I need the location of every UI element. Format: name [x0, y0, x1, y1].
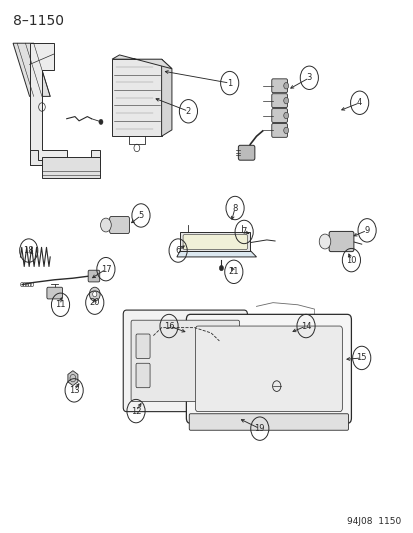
- FancyBboxPatch shape: [328, 231, 353, 252]
- Circle shape: [99, 119, 103, 125]
- Circle shape: [100, 218, 111, 232]
- Text: 4: 4: [356, 98, 361, 107]
- Text: 17: 17: [100, 265, 111, 273]
- Text: 3: 3: [306, 73, 311, 82]
- Polygon shape: [176, 251, 256, 257]
- Text: 12: 12: [131, 407, 141, 416]
- Circle shape: [283, 112, 288, 119]
- Text: 8: 8: [232, 204, 237, 213]
- Polygon shape: [180, 232, 250, 251]
- Text: 94J08  1150: 94J08 1150: [346, 517, 400, 526]
- FancyBboxPatch shape: [271, 94, 287, 108]
- FancyBboxPatch shape: [186, 314, 351, 423]
- Polygon shape: [161, 59, 171, 136]
- Text: 9: 9: [363, 226, 369, 235]
- FancyBboxPatch shape: [271, 79, 287, 93]
- Text: 2: 2: [185, 107, 190, 116]
- FancyBboxPatch shape: [195, 326, 342, 411]
- Text: 11: 11: [55, 300, 66, 309]
- FancyBboxPatch shape: [131, 320, 239, 401]
- Text: 13: 13: [69, 386, 79, 395]
- FancyBboxPatch shape: [136, 364, 150, 387]
- Text: 14: 14: [300, 321, 311, 330]
- Text: 6: 6: [175, 246, 180, 255]
- Text: 7: 7: [241, 228, 246, 237]
- Polygon shape: [29, 150, 100, 165]
- Text: 5: 5: [138, 211, 143, 220]
- FancyBboxPatch shape: [271, 109, 287, 123]
- Polygon shape: [68, 370, 78, 385]
- Circle shape: [93, 292, 97, 297]
- Polygon shape: [29, 43, 66, 165]
- FancyBboxPatch shape: [123, 310, 247, 411]
- Polygon shape: [112, 55, 171, 69]
- Circle shape: [89, 287, 100, 301]
- Text: 18: 18: [24, 246, 34, 255]
- FancyBboxPatch shape: [112, 59, 161, 136]
- FancyBboxPatch shape: [47, 287, 62, 299]
- FancyBboxPatch shape: [183, 235, 247, 249]
- FancyBboxPatch shape: [271, 124, 287, 138]
- Text: 10: 10: [345, 256, 356, 264]
- Circle shape: [283, 98, 288, 104]
- FancyBboxPatch shape: [42, 157, 100, 178]
- Circle shape: [283, 83, 288, 89]
- Text: 21: 21: [228, 268, 238, 276]
- Circle shape: [283, 127, 288, 134]
- FancyBboxPatch shape: [136, 334, 150, 359]
- Text: 19: 19: [254, 424, 264, 433]
- Circle shape: [318, 234, 330, 249]
- FancyBboxPatch shape: [189, 414, 348, 430]
- FancyBboxPatch shape: [88, 270, 100, 282]
- Text: 1: 1: [226, 78, 232, 87]
- FancyBboxPatch shape: [238, 146, 254, 160]
- Text: 16: 16: [163, 321, 174, 330]
- Circle shape: [219, 265, 223, 271]
- Text: 20: 20: [89, 298, 100, 307]
- Text: 15: 15: [356, 353, 366, 362]
- Text: 8–1150: 8–1150: [13, 14, 64, 28]
- FancyBboxPatch shape: [109, 216, 129, 233]
- Polygon shape: [13, 43, 50, 96]
